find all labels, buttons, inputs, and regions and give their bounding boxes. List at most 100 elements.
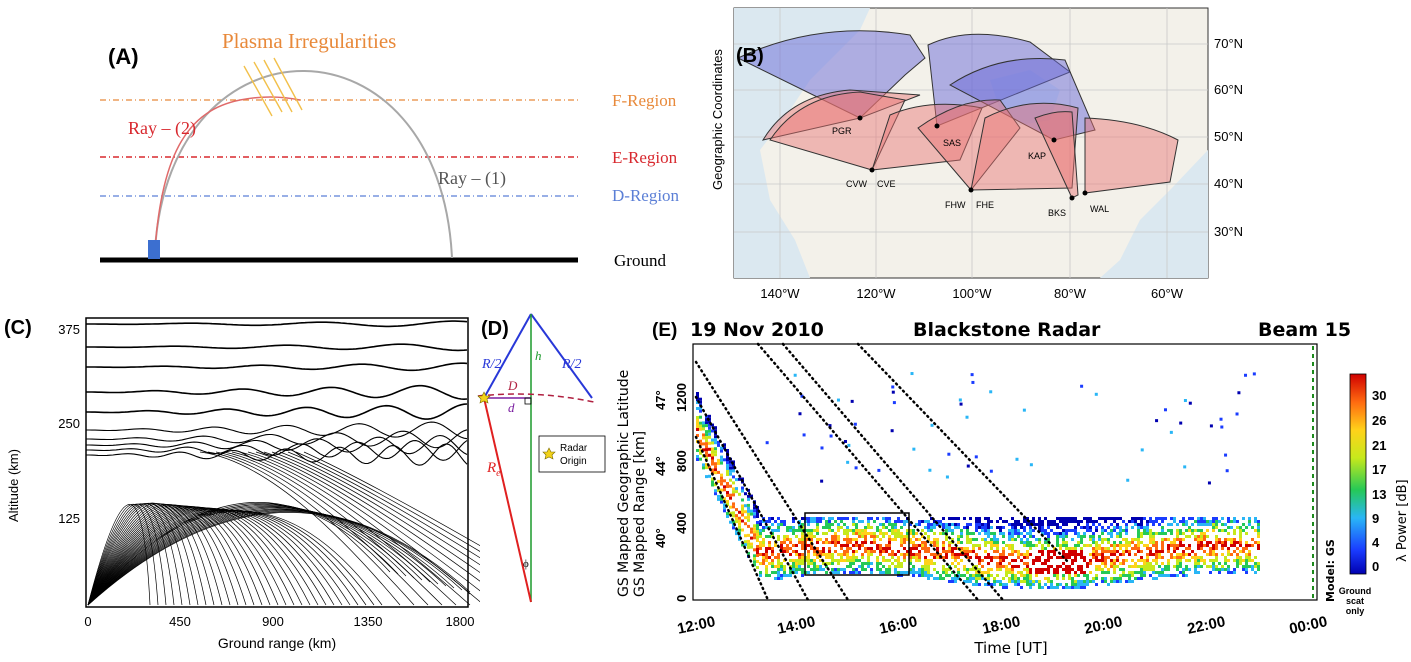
scatter-cell <box>1215 517 1218 520</box>
scatter-cell <box>708 429 711 433</box>
scatter-cell <box>903 541 906 544</box>
scatter-cell <box>810 568 813 571</box>
scatter-cell <box>1126 478 1130 482</box>
scatter-cell <box>954 574 957 577</box>
scatter-cell <box>891 562 894 565</box>
scatter-cell <box>1215 559 1218 562</box>
scatter-cell <box>1206 535 1209 538</box>
station-label-fhw: FHW <box>945 200 966 210</box>
scatter-cell <box>921 520 924 523</box>
scatter-cell <box>807 553 810 556</box>
scatter-cell <box>957 577 960 580</box>
scatter-cell <box>762 526 765 529</box>
scatter-cell <box>1188 553 1191 556</box>
scatter-cell <box>909 562 912 565</box>
ray-1-label: Ray – (1) <box>438 168 506 189</box>
scatter-cell <box>849 529 852 532</box>
cbar-tick-0: 0 <box>1372 559 1379 574</box>
scatter-cell <box>846 550 849 553</box>
scatter-cell <box>1203 517 1206 520</box>
scatter-cell <box>957 553 960 556</box>
scatter-cell <box>1140 532 1143 535</box>
scatter-cell <box>822 553 825 556</box>
scatter-cell <box>888 571 891 574</box>
scatter-cell <box>1080 547 1083 550</box>
scatter-cell <box>1038 526 1041 529</box>
ground-label: Ground <box>614 251 666 270</box>
scatter-cell <box>1212 568 1215 571</box>
scatter-cell <box>1119 547 1122 550</box>
scatter-cell <box>978 559 981 562</box>
scatter-cell <box>744 543 747 547</box>
scatter-cell <box>891 523 894 526</box>
scatter-cell <box>1074 520 1077 523</box>
scatter-cell <box>807 565 810 568</box>
scatter-cell <box>861 565 864 568</box>
scatter-cell <box>978 517 981 520</box>
scatter-cell <box>1134 520 1137 523</box>
scatter-cell <box>996 562 999 565</box>
scatter-cell <box>1152 577 1155 580</box>
scatter-cell <box>1050 523 1053 526</box>
scatter-cell <box>1239 535 1242 538</box>
scatter-cell <box>936 547 939 550</box>
scatter-cell <box>1125 547 1128 550</box>
scatter-cell <box>1233 571 1236 574</box>
scatter-cell <box>921 568 924 571</box>
scatter-cell <box>1035 580 1038 583</box>
scatter-cell <box>1002 583 1005 586</box>
scatter-cell <box>1203 523 1206 526</box>
scatter-cell <box>753 557 756 561</box>
scatter-cell <box>1071 529 1074 532</box>
scatter-cell <box>897 565 900 568</box>
scatter-cell <box>1167 538 1170 541</box>
scatter-cell <box>885 517 888 520</box>
scatter-cell <box>996 574 999 577</box>
scatter-cell <box>1221 547 1224 550</box>
scatter-cell <box>705 415 708 419</box>
scatter-cell <box>1113 562 1116 565</box>
scatter-cell <box>1161 532 1164 535</box>
scatter-cell <box>990 556 993 559</box>
scatter-cell <box>1203 535 1206 538</box>
scatter-cell <box>726 503 729 506</box>
scatter-cell <box>1212 547 1215 550</box>
scatter-cell <box>1194 520 1197 523</box>
scatter-cell <box>933 562 936 565</box>
scatter-cell <box>897 562 900 565</box>
big-d-label: D <box>507 378 518 393</box>
scatter-cell <box>1257 532 1260 535</box>
scatter-cell <box>717 488 720 492</box>
scatter-cell <box>1041 568 1044 571</box>
station-markers <box>857 115 1088 201</box>
panel-c-xlabel: Ground range (km) <box>218 635 336 651</box>
scatter-cell <box>897 520 900 523</box>
scatter-cell <box>1179 544 1182 547</box>
scatter-cell <box>1152 520 1155 523</box>
scatter-cell <box>900 565 903 568</box>
scatter-cell <box>1074 556 1077 559</box>
scatter-cell <box>936 520 939 523</box>
rti-date: 19 Nov 2010 <box>690 319 824 341</box>
scatter-cell <box>990 532 993 535</box>
scatter-cell <box>876 547 879 550</box>
scatter-cell <box>1170 553 1173 556</box>
scatter-cell <box>843 523 846 526</box>
scatter-cell <box>855 526 858 529</box>
scatter-cell <box>744 540 747 544</box>
scatter-cell <box>879 568 882 571</box>
scatter-cell <box>1188 544 1191 547</box>
scatter-cell <box>1245 559 1248 562</box>
scatter-cell <box>762 559 765 562</box>
scatter-cell <box>885 544 888 547</box>
scatter-cell <box>732 481 735 485</box>
scatter-cell <box>1239 550 1242 553</box>
scatter-cell <box>1011 529 1014 532</box>
scatter-cell <box>1224 538 1227 541</box>
contour-line <box>86 443 468 466</box>
scatter-cell <box>801 559 804 562</box>
scatter-cell <box>873 541 876 544</box>
scatter-cell <box>885 520 888 523</box>
scatter-cell <box>870 532 873 535</box>
atlantic-ocean <box>1100 150 1208 278</box>
